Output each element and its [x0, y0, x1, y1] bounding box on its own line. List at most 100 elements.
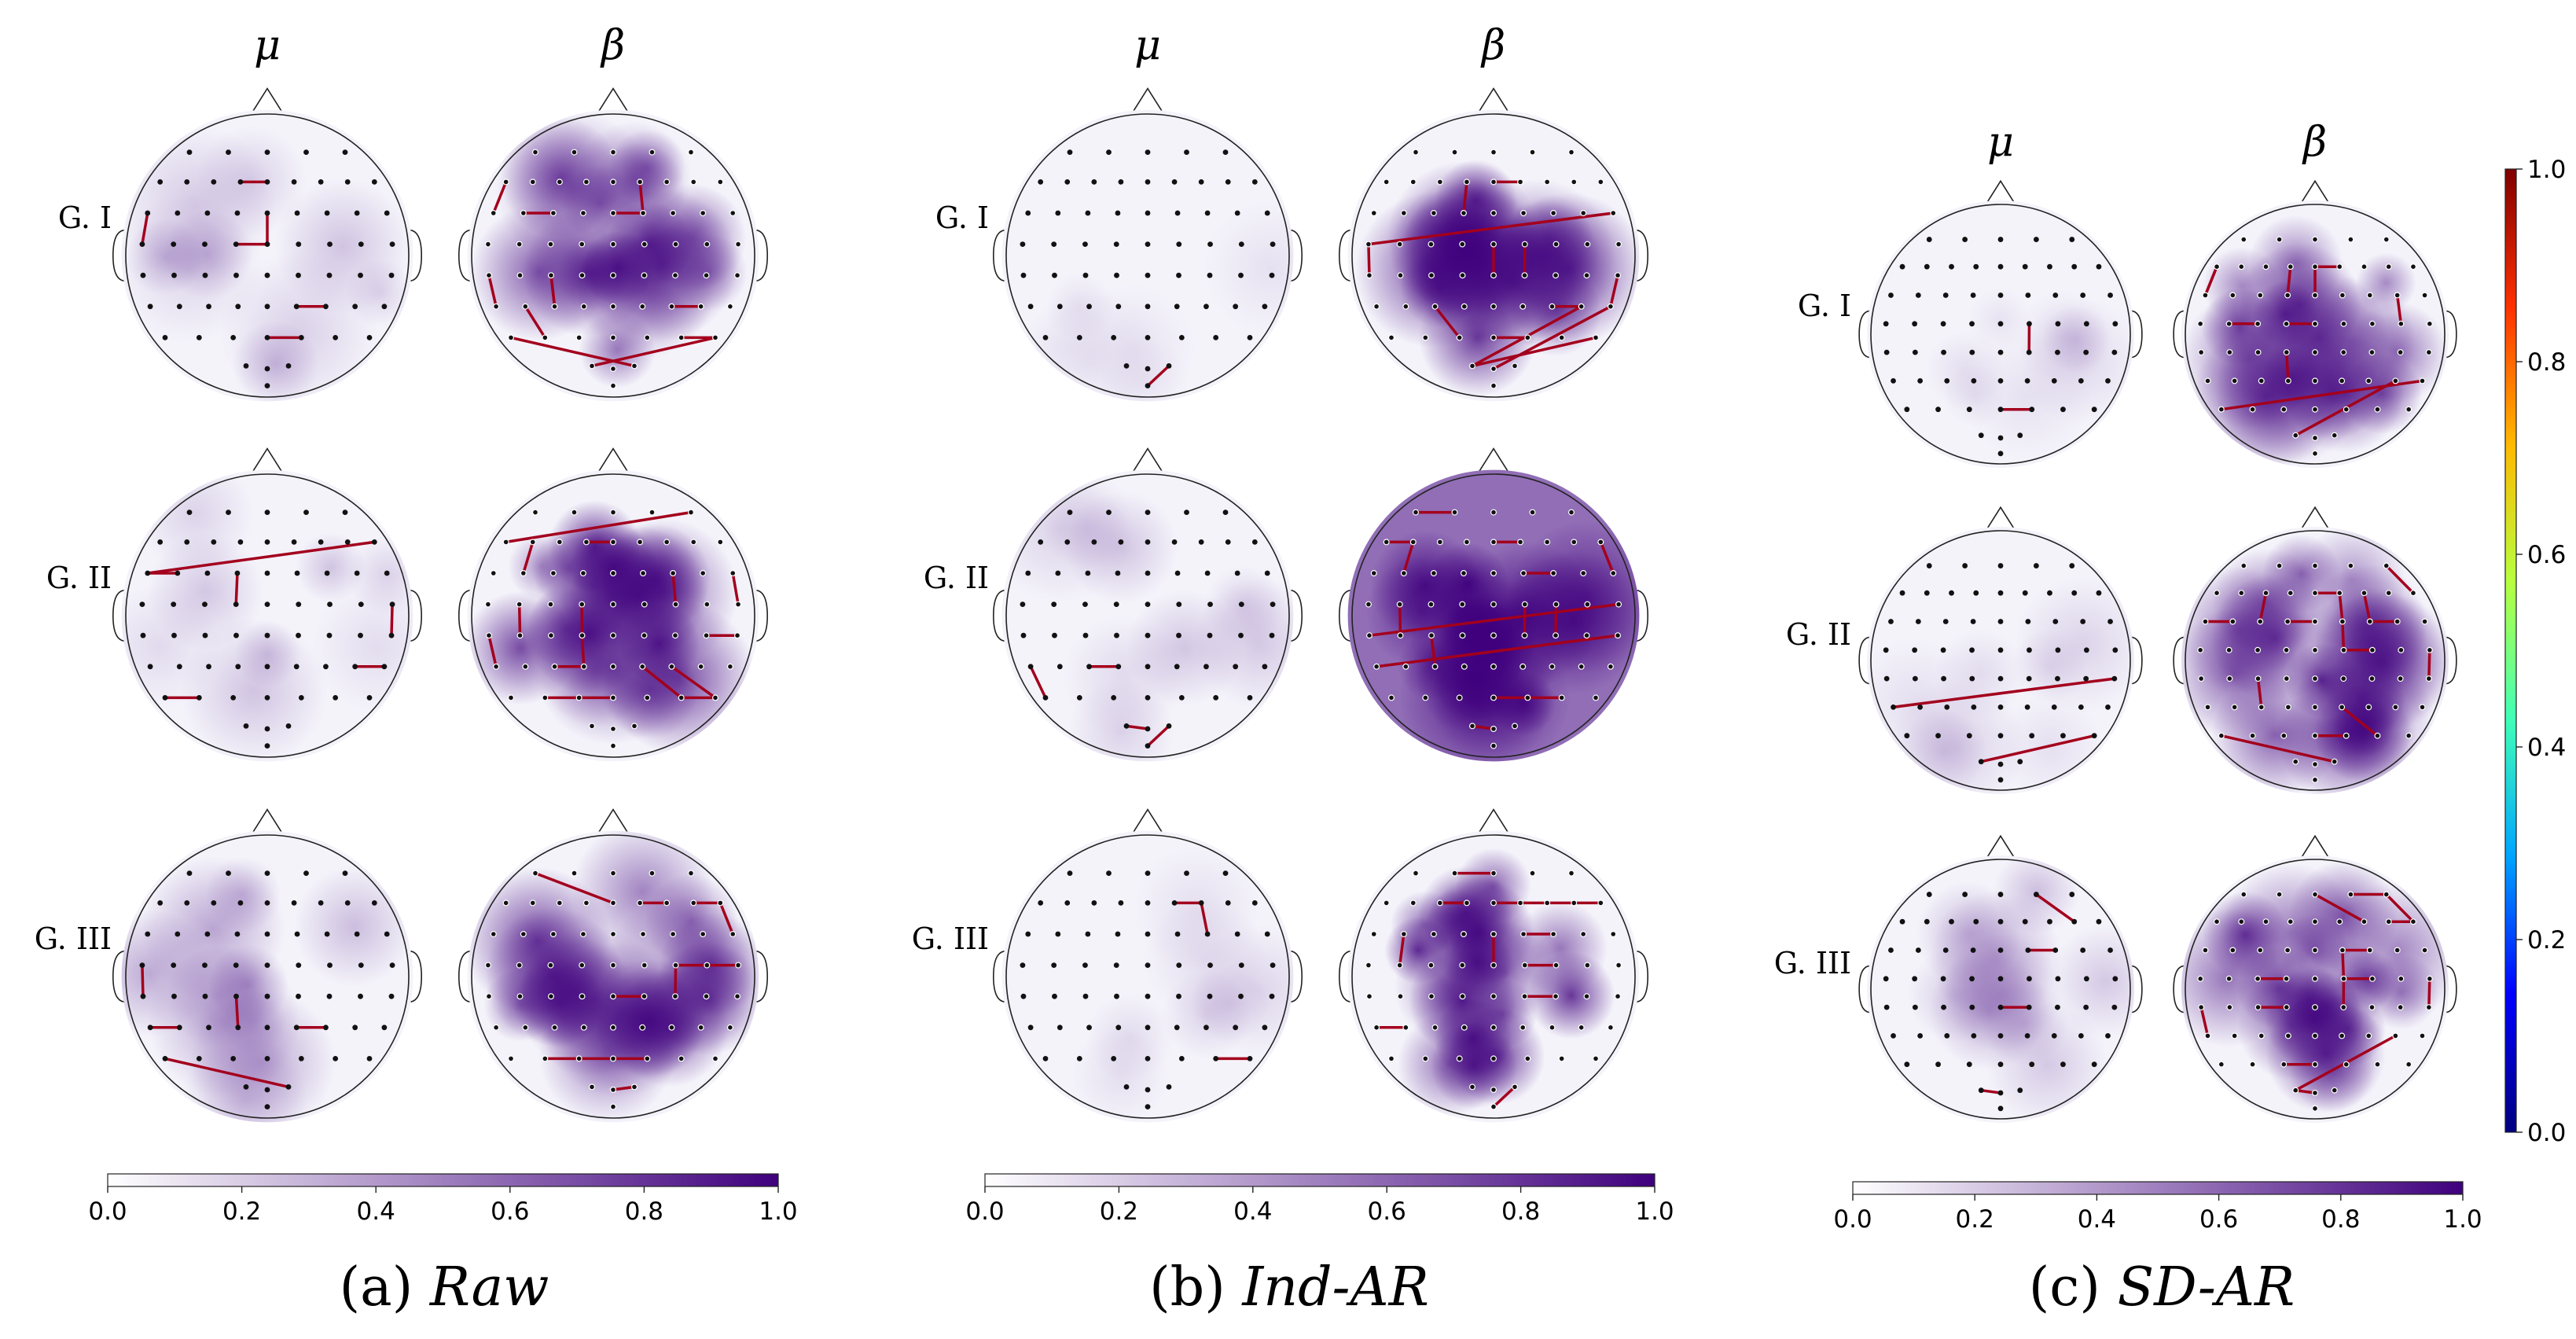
electrode — [1521, 601, 1528, 608]
electrode — [2331, 1087, 2338, 1094]
electrode — [1962, 237, 1968, 242]
electrode — [2409, 918, 2416, 925]
electrode — [1064, 900, 1071, 906]
band-label-mu: μ — [1134, 22, 1161, 69]
electrode — [712, 1055, 719, 1062]
right-ear-outline — [1288, 589, 1303, 642]
electrode — [2425, 1004, 2432, 1011]
electrode — [580, 663, 587, 670]
electrode — [1997, 263, 2004, 270]
electrode — [1490, 1024, 1497, 1031]
heatmap — [1867, 855, 2134, 1123]
electrode — [637, 899, 644, 907]
electrode — [2397, 1004, 2404, 1011]
electrode — [303, 509, 309, 515]
electrode — [2231, 1032, 2238, 1039]
electrode — [2283, 1004, 2290, 1011]
electrode — [1615, 601, 1622, 608]
electrode — [1997, 321, 2004, 327]
electrode — [1917, 704, 1924, 710]
electrode — [1490, 569, 1497, 576]
electrode — [1610, 210, 1617, 217]
electrode — [366, 1056, 373, 1061]
electrode — [1461, 1024, 1468, 1031]
electrode — [1111, 1056, 1117, 1061]
heatmap-blob — [1429, 206, 1501, 279]
group-label: G. I — [935, 200, 989, 235]
electrode — [1397, 993, 1404, 1000]
electrode — [175, 931, 181, 937]
electrode — [1997, 647, 2004, 653]
electrode — [579, 993, 586, 1000]
electrode — [1412, 149, 1419, 156]
electrode — [1490, 899, 1497, 907]
electrode — [2025, 947, 2031, 953]
electrode — [1052, 993, 1057, 999]
electrode — [2312, 562, 2319, 569]
electrode — [298, 1056, 304, 1061]
colorbar-tick-label: 0.4 — [1233, 1197, 1272, 1226]
electrode — [1550, 569, 1557, 576]
connection — [2385, 892, 2415, 923]
electrode — [2111, 349, 2118, 355]
electrode — [2258, 377, 2265, 384]
electrode — [384, 210, 390, 216]
edge-colorbar-gradient — [2504, 168, 2517, 1133]
heatmap — [1867, 200, 2134, 468]
electrode — [2368, 975, 2376, 982]
heatmap-blob — [293, 865, 413, 988]
electrode — [264, 241, 270, 247]
electrode — [157, 179, 164, 185]
electrode — [237, 179, 244, 185]
electrode — [2284, 1032, 2291, 1039]
electrode — [1490, 930, 1497, 937]
electrode — [2312, 1105, 2319, 1112]
electrode — [639, 303, 646, 310]
caption: (c) SD-AR — [2029, 1256, 2295, 1319]
electrode — [1176, 272, 1181, 278]
electrode — [580, 303, 587, 310]
left-ear-outline — [458, 589, 472, 642]
electrode — [2026, 675, 2032, 682]
electrode — [1412, 509, 1419, 516]
electrode — [1924, 918, 1930, 925]
electrode — [609, 632, 616, 639]
nose-outline — [595, 87, 631, 116]
electrode — [1924, 590, 1930, 596]
electrode — [2312, 236, 2319, 243]
heatmap — [1867, 527, 2134, 794]
electrode — [2202, 618, 2209, 625]
electrode — [1461, 663, 1468, 670]
electrode — [352, 1024, 358, 1031]
electrode — [507, 1055, 514, 1062]
heatmap — [1347, 469, 1640, 762]
electrode — [1610, 569, 1617, 576]
nose-outline — [595, 808, 631, 837]
heatmap — [1001, 109, 1294, 402]
edge-colorbar-tick-label: 0.0 — [2527, 1119, 2566, 1147]
electrode — [2374, 1061, 2381, 1068]
electrode — [1553, 993, 1560, 1000]
electrode — [2083, 321, 2089, 327]
electrode — [2365, 704, 2372, 711]
electrode — [264, 539, 270, 545]
electrode — [175, 570, 181, 576]
band-label-beta: β — [600, 22, 625, 69]
electrode — [147, 1024, 153, 1031]
electrode — [1118, 900, 1124, 906]
electrode — [211, 179, 217, 185]
heatmap-blob — [2012, 628, 2088, 704]
electrode — [326, 993, 333, 999]
electrode — [2105, 1033, 2111, 1039]
electrode — [2254, 646, 2262, 653]
electrode — [493, 663, 500, 670]
electrode — [1396, 601, 1403, 608]
electrode — [1520, 663, 1527, 670]
electrode — [1402, 303, 1409, 310]
electrode — [1571, 899, 1578, 907]
connection — [1398, 933, 1406, 967]
electrode — [1402, 663, 1409, 670]
electrode — [202, 272, 208, 278]
electrode — [1544, 539, 1551, 546]
electrode — [2292, 432, 2299, 439]
